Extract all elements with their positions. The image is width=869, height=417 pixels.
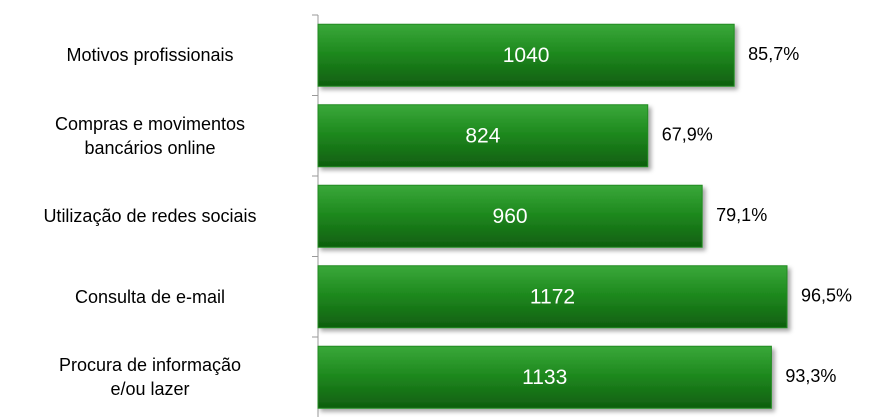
percentage-label: 96,5%: [801, 286, 852, 306]
percentage-label: 79,1%: [716, 205, 767, 225]
bar-value-label: 824: [465, 124, 500, 147]
percentage-label: 85,7%: [748, 44, 799, 64]
bar-value-label: 960: [493, 205, 528, 228]
category-label: Procura de informação e/ou lazer: [58, 355, 242, 400]
bar-value-label: 1040: [503, 44, 550, 67]
percentage-label: 67,9%: [662, 125, 713, 145]
bar: [317, 265, 788, 329]
percentage-label: 93,3%: [785, 366, 836, 386]
category-label: Utilização de redes sociais: [43, 206, 257, 227]
category-label: Compras e movimentos bancários online: [54, 113, 246, 158]
bar: [317, 184, 703, 248]
bar: [317, 23, 735, 87]
category-label: Motivos profissionais: [66, 45, 234, 66]
category-label: Consulta de e-mail: [74, 286, 226, 307]
bar-value-label: 1172: [530, 285, 575, 308]
bar: [317, 345, 772, 409]
bar-value-label: 1133: [522, 366, 567, 389]
bar: [317, 104, 649, 168]
